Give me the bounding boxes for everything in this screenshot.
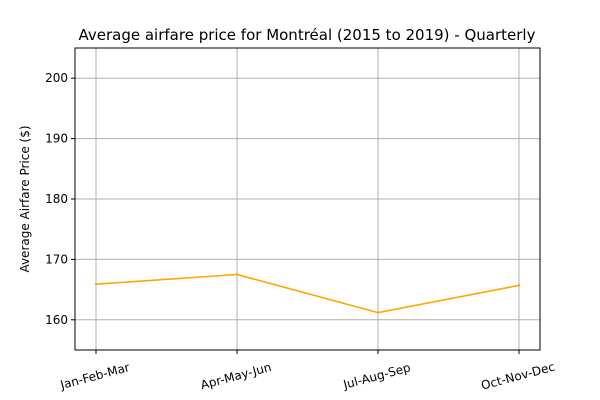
y-axis-label: Average Airfare Price ($) — [18, 125, 32, 272]
chart-title: Average airfare price for Montréal (2015… — [79, 26, 536, 44]
y-tick-label: 160 — [45, 313, 68, 327]
x-tick-label: Jan-Feb-Mar — [58, 360, 131, 392]
data-point — [94, 282, 98, 286]
axis-ticks: 160 170 180 190 200 Jan-Feb-Mar Apr-May-Jun Jul… — [45, 71, 556, 392]
data-point — [235, 273, 239, 276]
x-tick-label: Apr-May-Jun — [199, 360, 273, 392]
y-tick-label: 180 — [45, 192, 68, 206]
grid-lines — [75, 48, 540, 350]
y-tick-label: 170 — [45, 252, 68, 266]
data-point — [517, 284, 521, 287]
x-tick-label: Oct-Nov-Dec — [480, 360, 557, 393]
x-tick-label: Jul-Aug-Sep — [341, 360, 412, 392]
series-line — [95, 273, 520, 314]
series-layer — [94, 273, 521, 314]
y-tick-label: 190 — [45, 132, 68, 146]
y-tick-label: 200 — [45, 71, 68, 85]
data-point — [376, 311, 380, 314]
